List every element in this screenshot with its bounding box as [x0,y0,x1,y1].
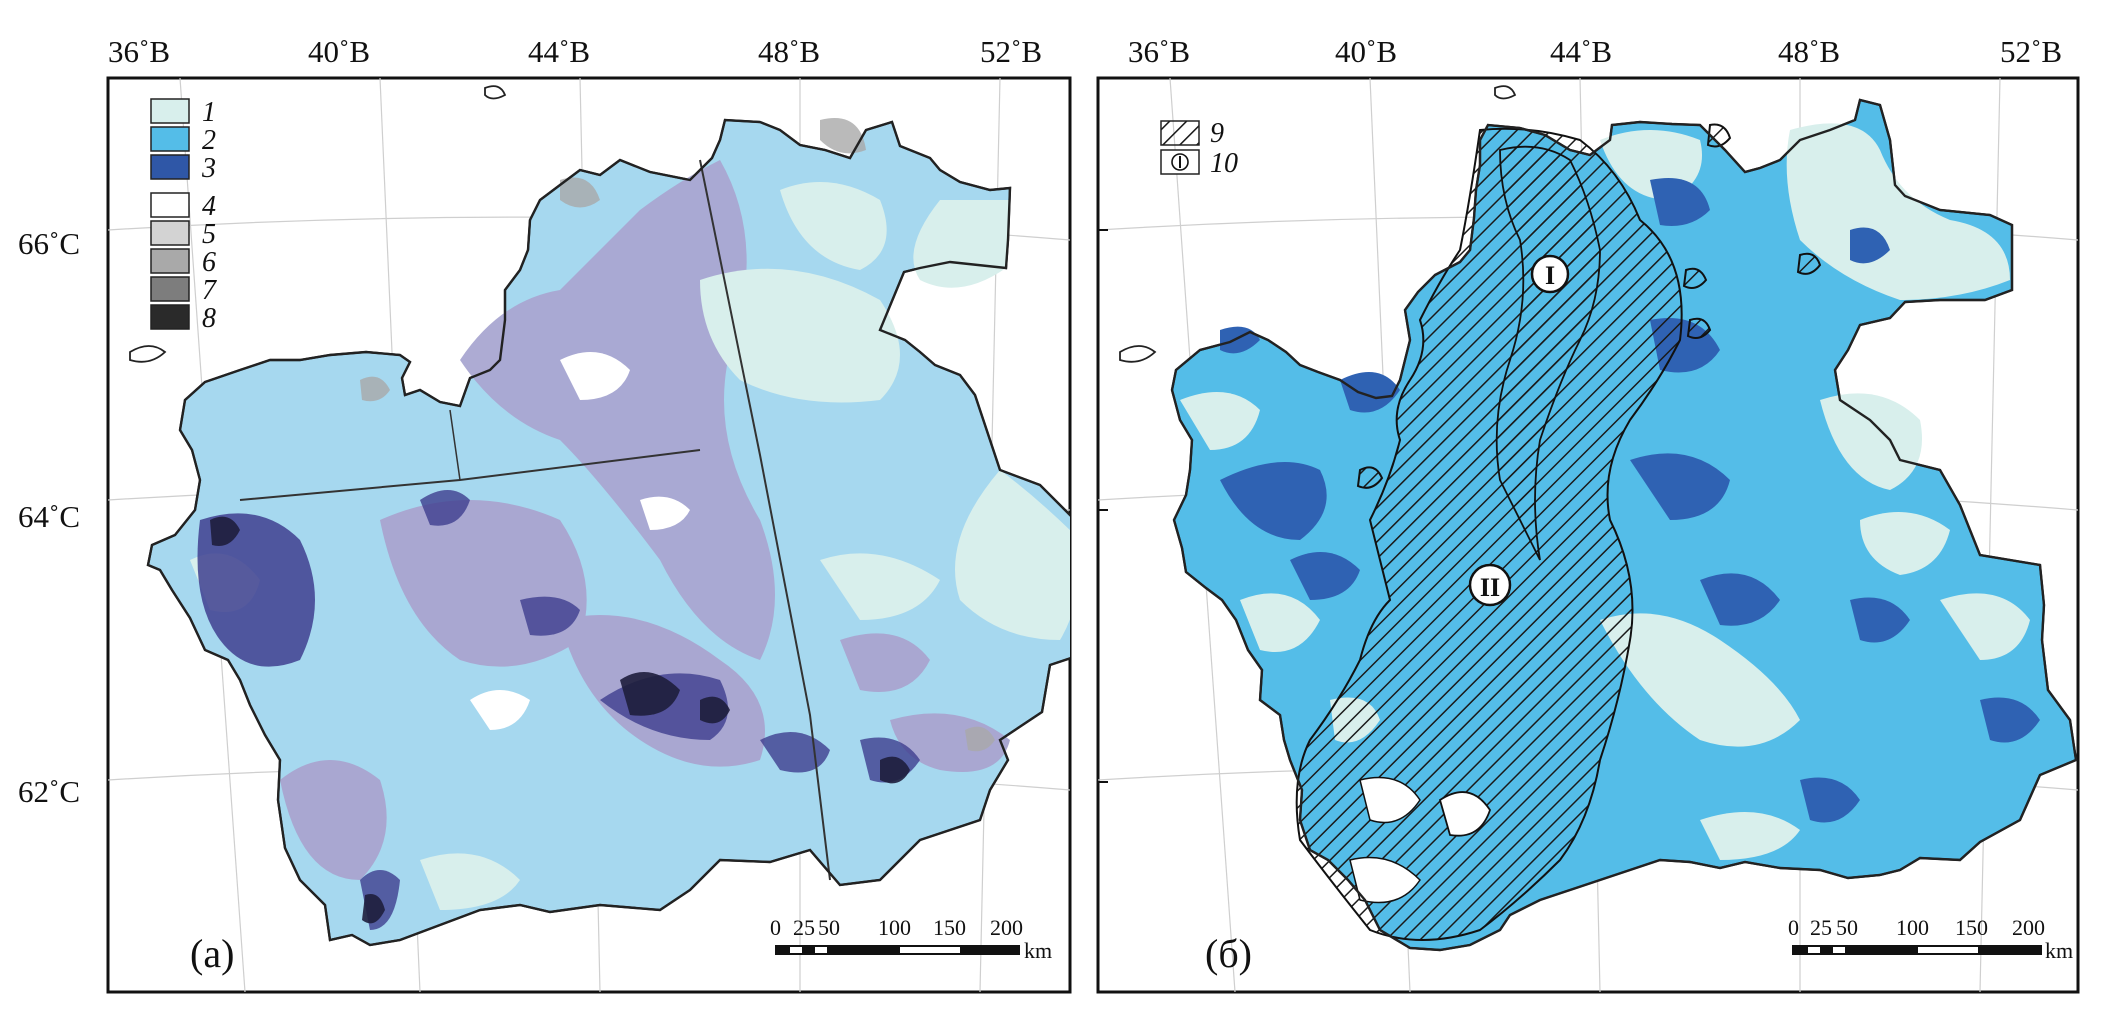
legend-a: 1 2 3 4 5 6 7 8 [150,97,217,334]
scale-a-100: 100 [878,915,911,940]
panel-a: 36˚B 40˚B 44˚B 48˚B 52˚B 66˚C 64˚C 62˚C … [18,34,1072,994]
region-label-1: I [1545,261,1555,290]
legend-label-6: 6 [202,247,216,278]
panel-a-top-ticks: 36˚B 40˚B 44˚B 48˚B 52˚B [108,34,1042,69]
panel-a-label: (а) [190,931,234,976]
legend-swatch-8 [150,304,190,330]
legend-swatch-1 [150,98,190,124]
legend-swatch-9 [1160,120,1200,146]
region-label-2: II [1480,573,1500,602]
legend-label-4: 4 [202,191,216,222]
scale-b-100: 100 [1896,915,1929,940]
tick-52-a: 52˚B [980,34,1042,69]
legend-swatch-5 [150,220,190,246]
legend-label-8: 8 [202,303,216,334]
tick-44-b: 44˚B [1550,34,1612,69]
region-marker-1: I [1530,254,1570,294]
legend-label-5: 5 [202,219,216,250]
panel-b-top-ticks: 36˚B 40˚B 44˚B 48˚B 52˚B [1128,34,2062,69]
tick-48-a: 48˚B [758,34,820,69]
scale-a-200: 200 [990,915,1023,940]
tick-36-a: 36˚B [108,34,170,69]
tick-40-a: 40˚B [308,34,370,69]
scale-b-25: 25 [1810,915,1832,940]
tick-36-b: 36˚B [1128,34,1190,69]
scale-bar-a: 0 25 50 100 150 200 km [770,915,1052,963]
tick-64c: 64˚C [18,499,80,534]
legend-swatch-6 [150,248,190,274]
tick-52-b: 52˚B [2000,34,2062,69]
region-marker-2: II [1468,563,1512,607]
scale-bar-b: 0 25 50 100 150 200 km [1788,915,2073,963]
tick-48-b: 48˚B [1778,34,1840,69]
legend-b: 9 10 [1160,118,1238,179]
tick-44-a: 44˚B [528,34,590,69]
scale-b-0: 0 [1788,915,1799,940]
legend-label-7: 7 [202,275,217,306]
legend-swatch-2 [150,126,190,152]
legend-label-2: 2 [202,125,216,156]
legend-label-1: 1 [202,97,216,128]
scale-b-200: 200 [2012,915,2045,940]
tick-66c: 66˚C [18,226,80,261]
legend-label-9: 9 [1210,118,1224,149]
map-a-patches [190,118,1070,930]
tick-40-b: 40˚B [1335,34,1397,69]
scale-b-150: 150 [1955,915,1988,940]
panel-a-left-ticks: 66˚C 64˚C 62˚C [18,226,80,809]
tick-62c: 62˚C [18,774,80,809]
scale-a-unit: km [1024,938,1052,963]
scale-b-unit: km [2045,938,2073,963]
scale-b-50: 50 [1836,915,1858,940]
legend-swatch-3 [150,154,190,180]
scale-a-150: 150 [933,915,966,940]
panel-b-label: (б) [1205,931,1252,976]
map-b-patches [1180,123,2040,941]
legend-swatch-4 [150,192,190,218]
legend-label-10: 10 [1210,148,1238,179]
panel-b: I II 36˚B 40˚B 44˚B 48˚B 52˚B 9 [1096,34,2080,994]
scale-a-0: 0 [770,915,781,940]
scale-a-50: 50 [818,915,840,940]
legend-swatch-7 [150,276,190,302]
scale-a-25: 25 [793,915,815,940]
legend-label-3: 3 [201,153,216,184]
